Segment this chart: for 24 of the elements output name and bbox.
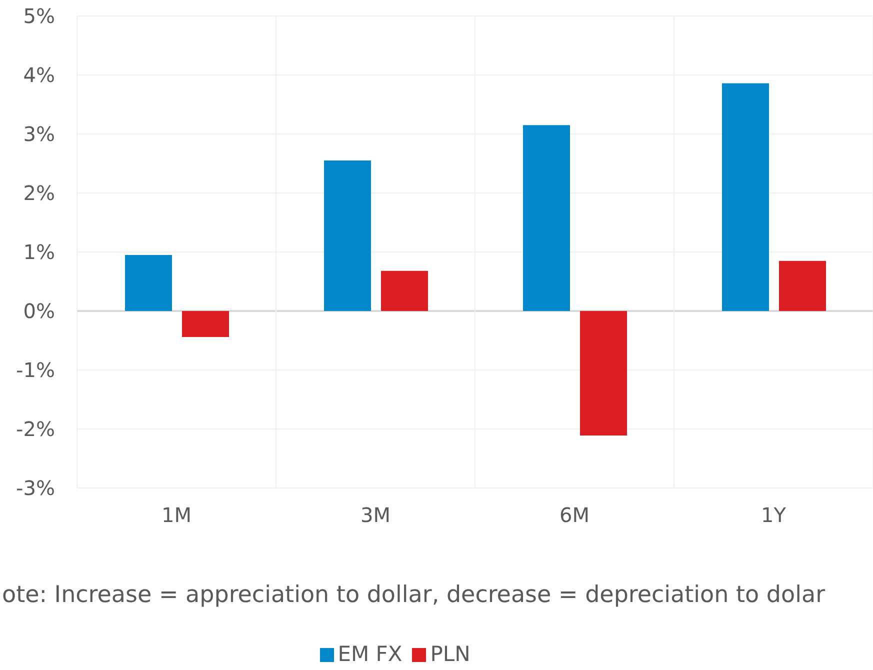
y-tick-label: 2% <box>23 181 55 206</box>
bar <box>381 270 428 311</box>
bar <box>779 260 826 311</box>
y-tick-label: 4% <box>23 63 55 88</box>
x-tick-label: 1Y <box>761 503 787 528</box>
y-tick-label: -1% <box>16 358 55 382</box>
y-tick-label: 3% <box>23 122 55 146</box>
legend-label: EM FX <box>338 642 402 666</box>
y-tick-label: 1% <box>23 240 55 264</box>
text: ote: Increase = appreciation to dollar, decrease = depreciation to dolar <box>2 582 826 608</box>
y-tick-label: 5% <box>23 4 55 28</box>
x-tick-label: 1M <box>162 503 192 528</box>
x-tick-label: 3M <box>360 503 390 528</box>
bar <box>182 311 229 337</box>
bar <box>722 83 769 311</box>
bar <box>125 254 172 311</box>
bar <box>523 125 570 311</box>
bar <box>580 311 627 436</box>
bar <box>324 160 371 311</box>
y-tick-label: -3% <box>16 476 55 500</box>
y-tick-label: 0% <box>23 299 55 324</box>
y-tick-label: -2% <box>16 417 55 442</box>
legend-label: PLN <box>430 642 470 666</box>
x-tick-label: 6M <box>560 503 590 528</box>
